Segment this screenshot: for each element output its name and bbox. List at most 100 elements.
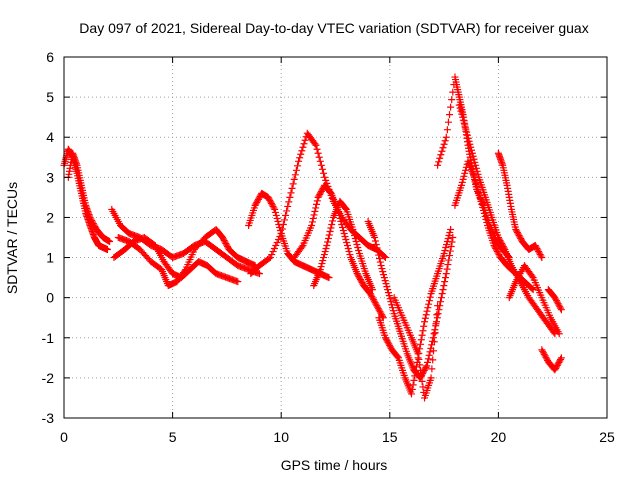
- data-point: [381, 334, 389, 342]
- data-point: [289, 180, 297, 188]
- data-point: [557, 306, 565, 314]
- data-point: [556, 357, 564, 365]
- data-point: [543, 355, 551, 363]
- data-point: [312, 141, 320, 149]
- data-point: [462, 125, 470, 133]
- data-point: [531, 242, 539, 250]
- data-point: [440, 282, 448, 290]
- data-point: [483, 218, 491, 226]
- data-point: [553, 363, 561, 371]
- y-tick-label: -2: [42, 370, 55, 386]
- data-point: [382, 280, 390, 288]
- x-tick-label: 25: [599, 429, 615, 445]
- data-point: [553, 298, 561, 306]
- data-point: [435, 306, 443, 314]
- data-point: [498, 241, 506, 249]
- data-point: [490, 242, 498, 250]
- y-axis-label: SDTVAR / TECUs: [4, 182, 20, 294]
- series-arc-5: [114, 225, 259, 290]
- data-point: [320, 254, 328, 262]
- data-point: [298, 243, 306, 251]
- chart-title: Day 097 of 2021, Sidereal Day-to-day VTE…: [79, 20, 588, 36]
- data-point: [219, 234, 227, 241]
- data-point: [292, 166, 300, 174]
- data-point: [278, 225, 286, 233]
- series-arc-11: [375, 225, 455, 398]
- data-point: [533, 245, 541, 253]
- x-axis-label: GPS time / hours: [281, 457, 388, 473]
- data-point: [314, 149, 322, 157]
- data-point: [441, 137, 449, 145]
- data-point: [416, 366, 424, 374]
- data-point: [329, 217, 337, 225]
- data-point: [380, 271, 388, 279]
- data-point: [421, 365, 429, 373]
- data-point: [480, 209, 488, 217]
- data-point: [318, 260, 326, 268]
- data-point: [271, 205, 279, 213]
- data-point: [290, 175, 298, 183]
- y-tick-label: -1: [42, 330, 55, 346]
- data-point: [280, 216, 288, 224]
- data-point: [387, 298, 395, 306]
- data-point: [432, 320, 440, 328]
- data-point: [89, 218, 97, 226]
- data-point: [492, 245, 500, 253]
- data-point: [103, 246, 111, 254]
- data-point: [386, 341, 394, 349]
- data-point: [499, 243, 507, 251]
- data-point: [434, 302, 442, 310]
- data-point: [552, 364, 560, 372]
- data-point: [276, 232, 284, 240]
- data-point: [477, 197, 485, 205]
- data-point: [338, 220, 346, 228]
- data-point: [385, 292, 393, 300]
- data-point: [426, 293, 434, 301]
- data-point: [321, 173, 329, 181]
- data-point: [375, 255, 383, 263]
- data-point: [326, 227, 334, 235]
- series-arc-12: [390, 294, 442, 402]
- data-point: [255, 194, 263, 202]
- data-point: [535, 248, 543, 256]
- data-point: [394, 353, 402, 361]
- data-point: [422, 311, 430, 319]
- data-point: [321, 248, 329, 256]
- data-point: [355, 273, 363, 281]
- data-point: [416, 340, 424, 348]
- data-point: [410, 376, 418, 384]
- data-point: [274, 236, 282, 244]
- data-point: [418, 377, 426, 385]
- data-point: [345, 248, 353, 256]
- x-tick-label: 20: [491, 429, 507, 445]
- data-point: [315, 153, 323, 161]
- data-point: [491, 243, 499, 251]
- data-point: [443, 126, 451, 134]
- data-point: [517, 235, 525, 243]
- data-point: [460, 119, 468, 127]
- data-point: [374, 248, 382, 256]
- y-tick-label: 4: [46, 129, 54, 145]
- data-point: [318, 165, 326, 173]
- data-point: [426, 348, 434, 356]
- data-point: [421, 318, 429, 326]
- data-point: [295, 157, 303, 165]
- data-point: [470, 155, 478, 163]
- data-point: [473, 182, 481, 190]
- data-point: [556, 303, 564, 311]
- data-point: [381, 254, 389, 262]
- data-point: [316, 157, 324, 165]
- data-point: [419, 368, 427, 376]
- series-arc-19: [544, 286, 565, 314]
- data-point: [443, 238, 451, 246]
- data-point: [541, 352, 549, 360]
- data-point: [474, 170, 482, 178]
- data-point: [325, 231, 333, 239]
- data-point: [264, 193, 272, 201]
- data-point: [90, 221, 98, 229]
- y-tick-label: 3: [46, 169, 54, 185]
- data-point: [425, 300, 433, 308]
- data-point: [328, 220, 336, 228]
- data-point: [356, 274, 364, 282]
- series-arc-15: [455, 101, 559, 338]
